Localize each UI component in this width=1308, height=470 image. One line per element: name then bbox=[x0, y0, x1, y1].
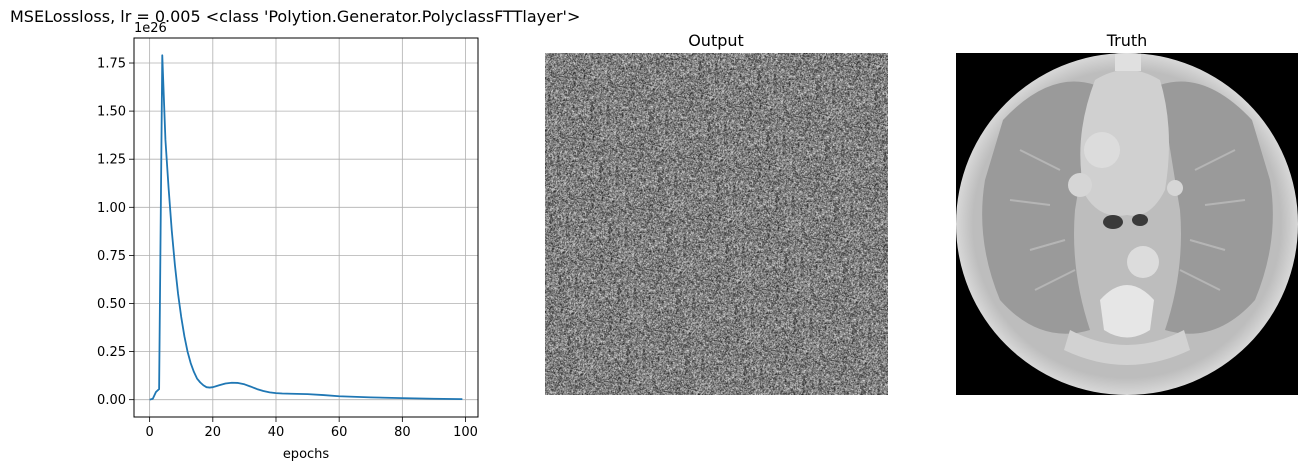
left-lung-vessels bbox=[1009, 149, 1076, 291]
left-lung bbox=[982, 81, 1095, 334]
x-tick-label: 100 bbox=[453, 425, 478, 440]
sternum bbox=[1115, 53, 1141, 71]
left-bronchus bbox=[1103, 215, 1123, 229]
output-image-container bbox=[545, 53, 888, 395]
x-tick-label: 40 bbox=[268, 425, 285, 440]
truth-panel: Truth bbox=[956, 31, 1298, 395]
y-tick-label: 1.50 bbox=[97, 105, 126, 120]
y-tick-label: 1.75 bbox=[97, 57, 126, 72]
loss-grid bbox=[134, 38, 478, 417]
loss-y-offset-text: 1e26 bbox=[134, 21, 167, 36]
vertebra bbox=[1100, 285, 1154, 338]
vessel-left bbox=[1068, 173, 1092, 197]
descending-aorta bbox=[1127, 246, 1159, 278]
loss-plot: 0 20 40 60 80 100 0.00 0.25 0.50 0.75 1.00 1.25 1.5… bbox=[10, 7, 580, 462]
loss-series-line bbox=[149, 54, 463, 401]
y-tick-label: 0.25 bbox=[97, 345, 126, 360]
x-tick-label: 0 bbox=[145, 425, 153, 440]
loss-line-group bbox=[149, 54, 463, 401]
loss-plot-title: MSELossloss, lr = 0.005 <class 'Polytion… bbox=[10, 7, 580, 26]
loss-axes-background bbox=[134, 38, 478, 417]
x-tick-label: 80 bbox=[394, 425, 411, 440]
truth-title: Truth bbox=[1106, 31, 1148, 50]
loss-x-ticks: 0 20 40 60 80 100 bbox=[145, 417, 478, 440]
output-panel: Output bbox=[545, 31, 888, 395]
loss-y-ticks: 0.00 0.25 0.50 0.75 1.00 1.25 1.50 1.75 bbox=[97, 57, 134, 408]
vessel-right bbox=[1167, 180, 1183, 196]
output-title: Output bbox=[688, 31, 744, 50]
posterior-ribs bbox=[1064, 330, 1190, 365]
loss-axes-frame bbox=[133, 37, 479, 418]
y-tick-label: 1.25 bbox=[97, 153, 126, 168]
y-tick-label: 0.00 bbox=[97, 393, 126, 408]
x-tick-label: 60 bbox=[331, 425, 348, 440]
y-tick-label: 0.75 bbox=[97, 249, 126, 264]
truth-ct-image bbox=[956, 53, 1298, 395]
aorta bbox=[1084, 132, 1120, 168]
right-lung bbox=[1160, 81, 1273, 334]
loss-x-axis-label: epochs bbox=[283, 447, 330, 462]
right-lung-vessels bbox=[1179, 149, 1246, 291]
right-bronchus bbox=[1132, 214, 1148, 226]
y-tick-label: 1.00 bbox=[97, 201, 126, 216]
heart bbox=[1080, 70, 1169, 216]
y-tick-label: 0.50 bbox=[97, 297, 126, 312]
output-noise-image bbox=[545, 53, 888, 395]
x-tick-label: 20 bbox=[205, 425, 222, 440]
